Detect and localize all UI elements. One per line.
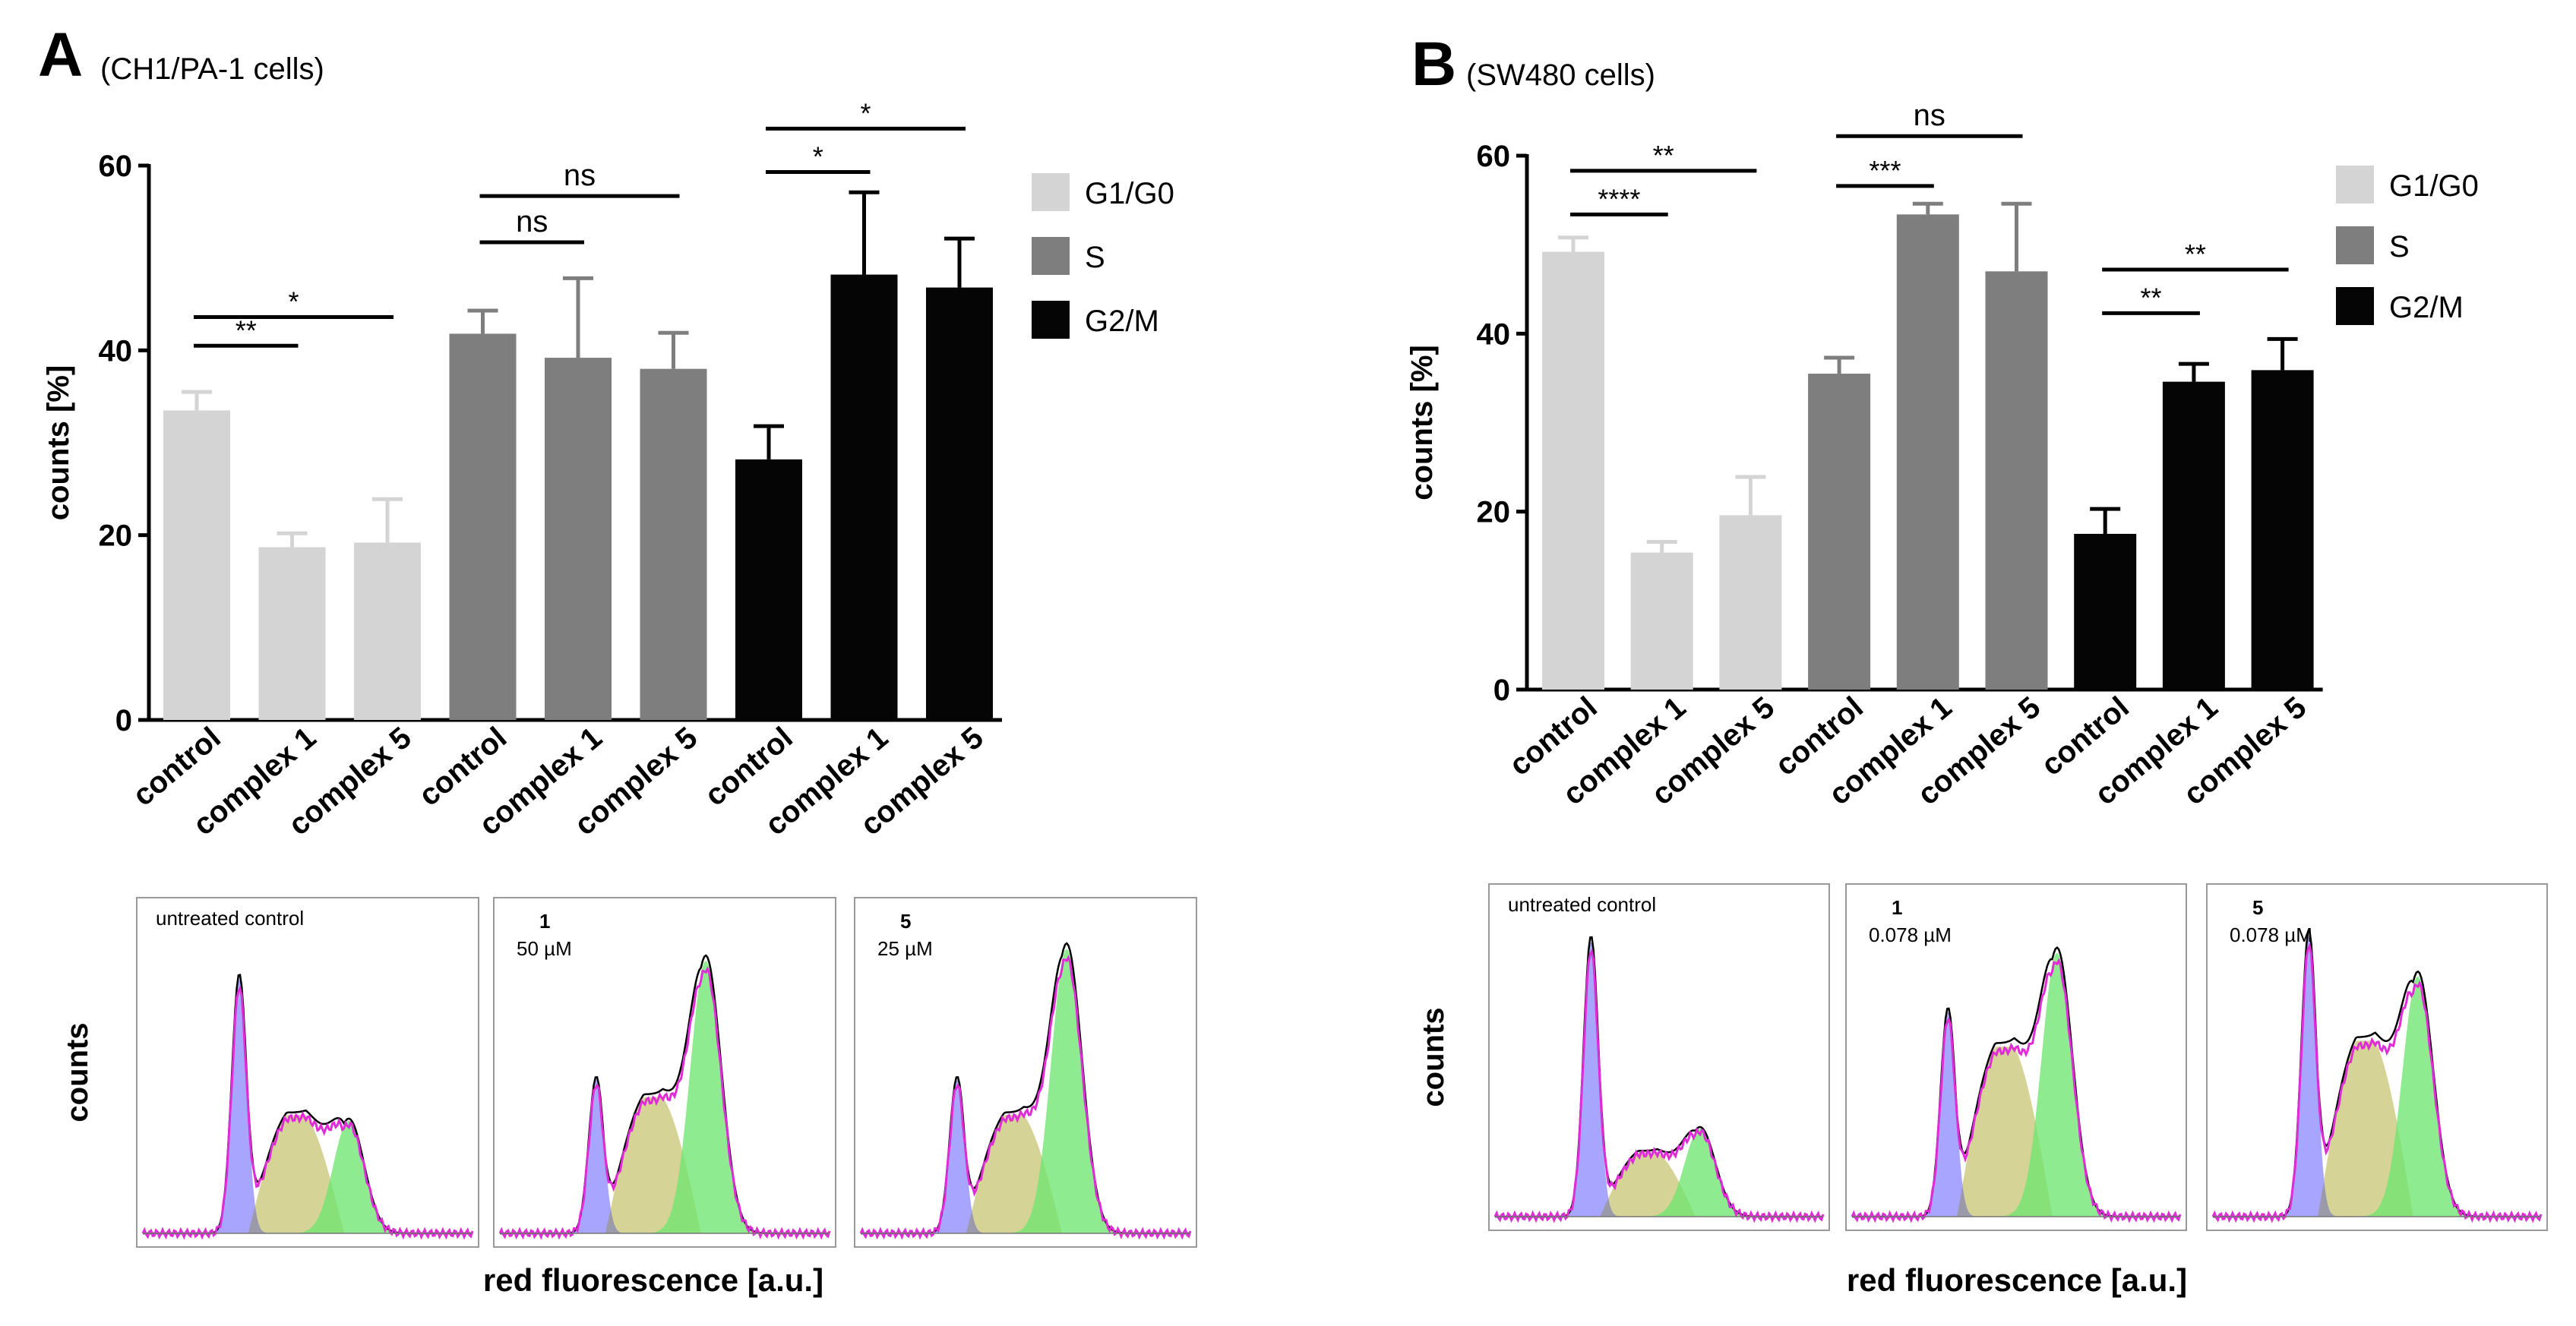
significance-label: ** — [2141, 282, 2162, 313]
significance-label: **** — [1598, 183, 1640, 214]
legend-label: G2/M — [2389, 291, 2464, 324]
significance-label: ns — [516, 205, 548, 238]
histogram-panel: untreated control — [1488, 883, 1830, 1231]
bar-g2m — [830, 274, 898, 721]
legend-label: G2/M — [1085, 305, 1159, 338]
significance-label: ** — [2185, 238, 2206, 270]
histogram-label: untreated control — [1508, 893, 1656, 916]
significance-label: * — [813, 141, 823, 172]
bar-g1 — [163, 410, 230, 720]
histogram-concentration: 50 µM — [517, 937, 572, 960]
histogram-compound: 5 — [900, 910, 911, 933]
bar-g2m — [2251, 370, 2314, 690]
histogram-compound: 5 — [2252, 896, 2263, 919]
panel-title-a: (CH1/PA-1 cells) — [100, 52, 324, 86]
legend-swatch-s — [1032, 237, 1070, 275]
significance-label: ns — [1914, 99, 1945, 132]
bar-g2m — [735, 459, 802, 720]
histogram-s-fill — [500, 1097, 830, 1233]
histogram-y-title: counts — [1417, 1007, 1450, 1107]
bar-s — [545, 358, 612, 720]
histogram-s-fill — [861, 1115, 1190, 1233]
panel-title-b: (SW480 cells) — [1466, 58, 1655, 92]
bar-g1 — [354, 542, 421, 720]
histogram-label: untreated control — [156, 907, 304, 930]
histogram-y-title: counts — [61, 1022, 94, 1122]
y-tick-label: 20 — [1477, 496, 1511, 529]
histogram-s-fill — [143, 1115, 473, 1233]
bar-s — [1896, 214, 1959, 690]
histogram-compound: 1 — [1892, 896, 1902, 919]
bar-g1 — [1542, 251, 1604, 690]
bar-g1 — [1719, 515, 1782, 690]
bar-s — [449, 333, 517, 720]
bar-s — [640, 368, 707, 720]
y-tick-label: 20 — [99, 519, 133, 553]
histograms-a: counts red fluorescence [a.u.] untreated c… — [61, 897, 1197, 1298]
panel-label-a: A — [38, 21, 83, 90]
legend-swatch-g2m — [1032, 301, 1070, 339]
legend-swatch-g1 — [1032, 173, 1070, 211]
y-tick-label: 40 — [1477, 317, 1511, 351]
legend-label: G1/G0 — [1085, 177, 1174, 210]
histogram-concentration: 25 µM — [877, 937, 933, 960]
bar-g2m — [2074, 533, 2137, 690]
histograms-b: counts red fluorescence [a.u.] untreated c… — [1417, 883, 2548, 1298]
significance-label: ** — [235, 314, 257, 346]
bar-g1 — [258, 547, 326, 720]
bar-g2m — [2162, 381, 2225, 690]
y-tick-label: 40 — [99, 334, 133, 368]
bar-g2m — [926, 287, 993, 721]
significance-label: ns — [564, 159, 596, 192]
histogram-concentration: 0.078 µM — [1869, 923, 1952, 946]
y-tick-label: 0 — [1493, 674, 1510, 707]
histogram-concentration: 0.078 µM — [2230, 923, 2312, 946]
legend-swatch-g2m — [2336, 287, 2374, 325]
histogram-panel: 1 0.078 µM — [1845, 883, 2187, 1231]
histogram-compound: 1 — [539, 910, 550, 933]
y-tick-label: 60 — [1477, 140, 1511, 173]
panel-label-b: B — [1411, 30, 1456, 99]
histogram-s-fill — [1852, 1047, 2180, 1217]
bar-s — [1985, 271, 2048, 690]
y-tick-label: 0 — [115, 704, 132, 737]
y-tick-label: 60 — [99, 150, 133, 183]
legend-label: S — [2389, 230, 2410, 264]
significance-label: * — [860, 97, 871, 128]
bar-s — [1808, 374, 1871, 690]
legend-swatch-g1 — [2336, 166, 2374, 204]
histogram-frame — [854, 897, 1197, 1248]
histogram-x-title: red fluorescence [a.u.] — [483, 1262, 823, 1298]
significance-label: *** — [1869, 155, 1901, 186]
histogram-panel: 1 50 µM — [493, 897, 836, 1248]
y-axis-title: counts [%] — [42, 365, 75, 520]
legend-swatch-s — [2336, 226, 2374, 264]
histogram-x-title: red fluorescence [a.u.] — [1847, 1262, 2187, 1298]
y-axis-title: counts [%] — [1405, 345, 1439, 500]
bar-g1 — [1630, 552, 1693, 690]
histogram-panel: 5 0.078 µM — [2206, 883, 2548, 1231]
histogram-panel: 5 25 µM — [854, 897, 1197, 1248]
histogram-panel: untreated control — [136, 897, 479, 1248]
histogram-s-fill — [2213, 1040, 2541, 1217]
significance-label: * — [288, 286, 299, 317]
legend-label: G1/G0 — [2389, 169, 2479, 203]
significance-label: ** — [1653, 140, 1674, 171]
histogram-s-fill — [1495, 1152, 1823, 1217]
legend-label: S — [1085, 241, 1105, 274]
